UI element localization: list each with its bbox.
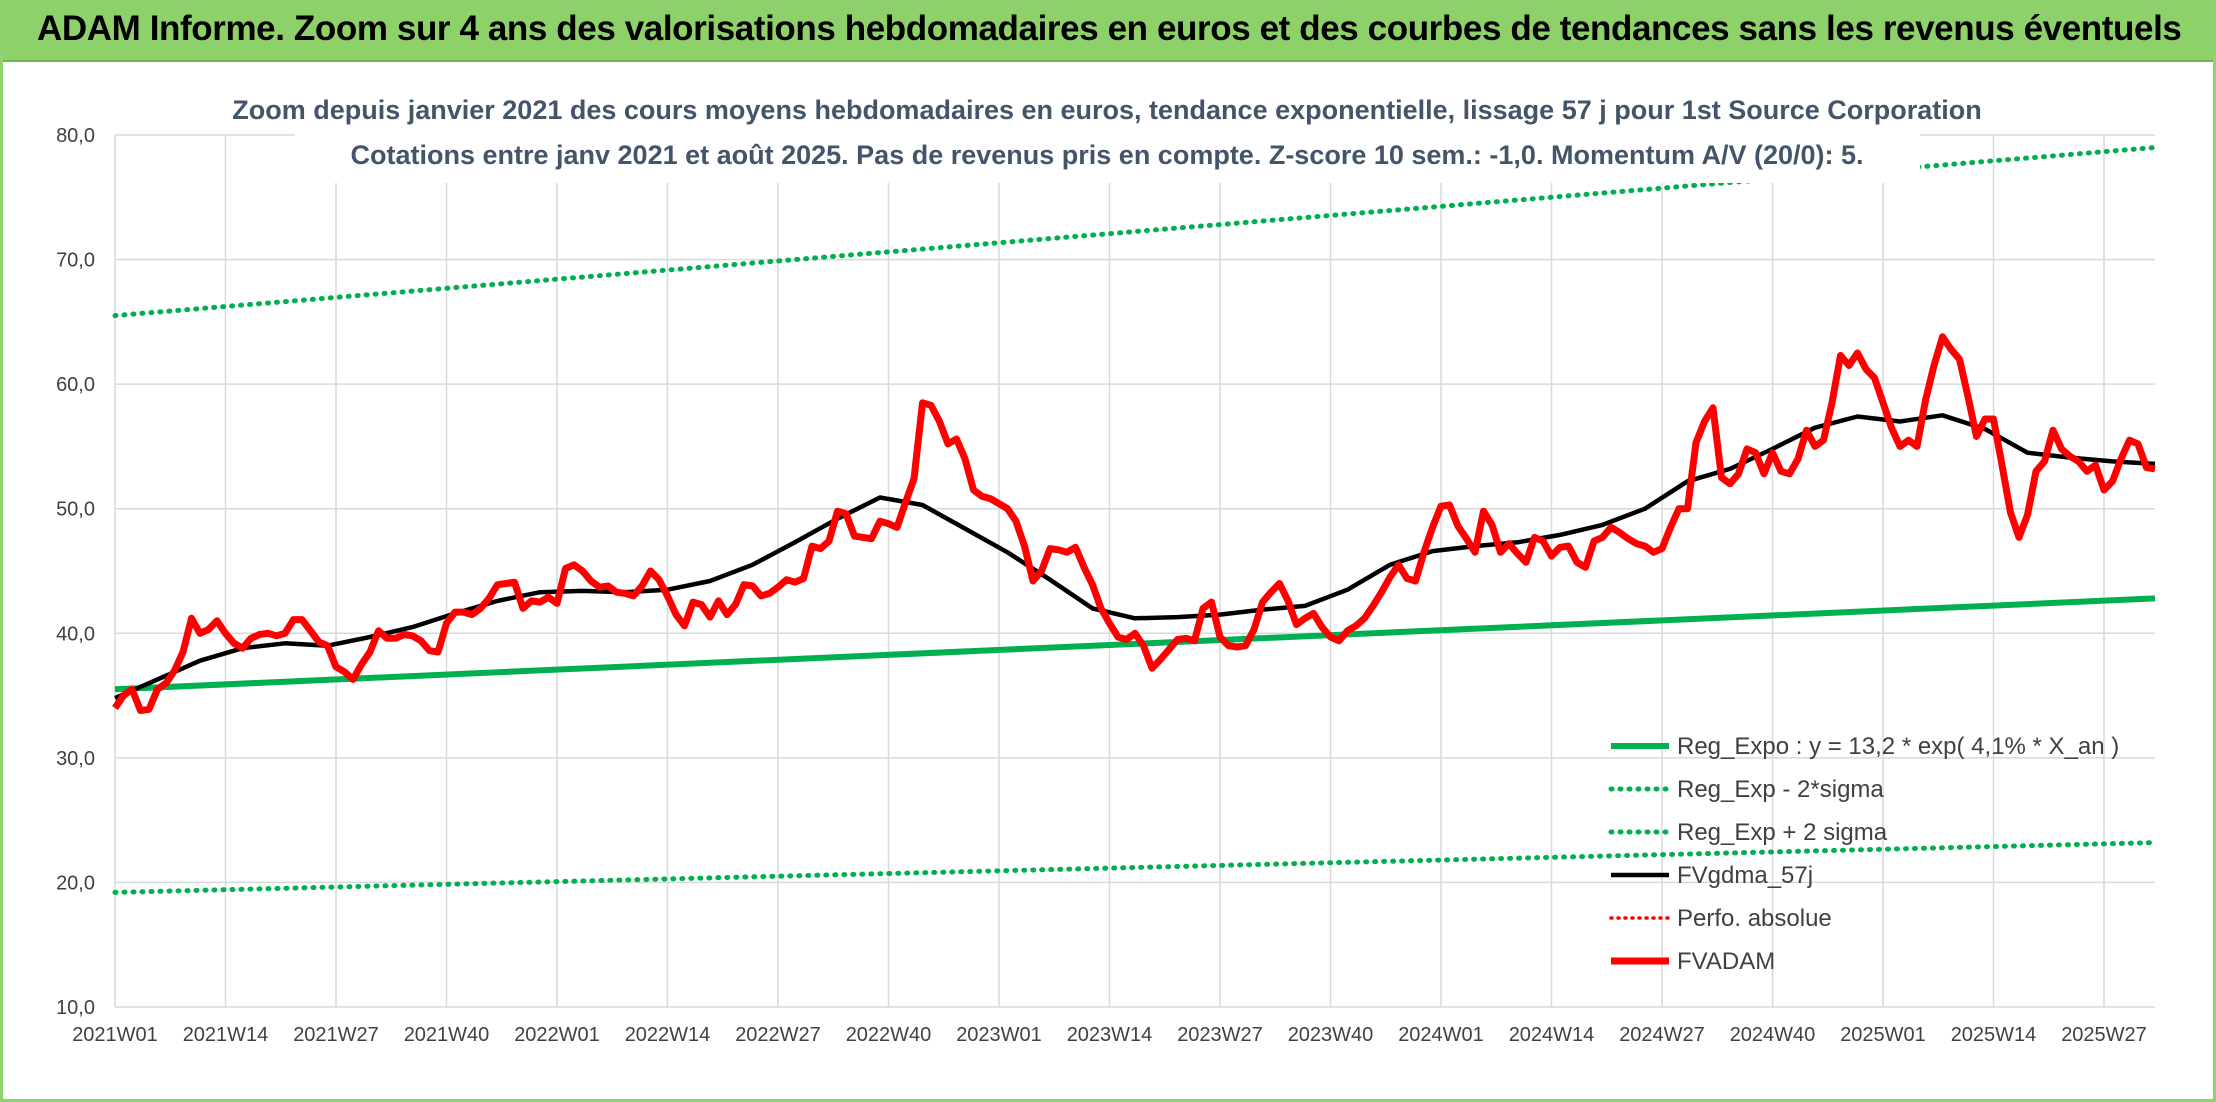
y-tick-label: 40,0 [56,623,95,645]
y-tick-label: 60,0 [56,374,95,396]
legend-label: Reg_Exp - 2*sigma [1677,776,1884,803]
x-tick-label: 2021W01 [72,1024,158,1046]
legend-label: FVgdma_57j [1677,862,1813,889]
legend: Reg_Expo : y = 13,2 * exp( 4,1% * X_an )… [1608,733,2119,975]
y-tick-label: 80,0 [56,125,95,147]
series-lines [112,145,2158,895]
x-tick-label: 2025W14 [1951,1024,2037,1046]
chart-title: Zoom depuis janvier 2021 des cours moyen… [232,95,1982,125]
line-chart: Zoom depuis janvier 2021 des cours moyen… [56,83,2158,1046]
banner-title: ADAM Informe. Zoom sur 4 ans des valoris… [37,9,2182,48]
reg-exp-plus-2sigma-line [112,145,2158,319]
x-tick-label: 2022W40 [846,1024,932,1046]
x-tick-label: 2025W01 [1840,1024,1926,1046]
chart-title-box [295,83,1920,183]
x-tick-label: 2024W40 [1730,1024,1816,1046]
x-tick-label: 2025W27 [2061,1024,2147,1046]
x-tick-label: 2022W14 [625,1024,711,1046]
x-tick-label: 2023W14 [1067,1024,1153,1046]
y-tick-label: 10,0 [56,997,95,1019]
axis-labels: 10,0 20,0 30,0 40,0 50,0 60,0 70,0 80,0 2021W01 2… [56,125,2147,1046]
legend-label: FVADAM [1677,948,1775,975]
gridlines [114,134,2155,1008]
report-banner: ADAM Informe. Zoom sur 4 ans des valoris… [3,3,2213,62]
legend-label: Reg_Exp + 2 sigma [1677,819,1888,846]
fvgdma-57j-line [114,413,2156,701]
x-tick-label: 2021W27 [293,1024,379,1046]
x-tick-label: 2024W27 [1619,1024,1705,1046]
fvadam-line [112,333,2156,714]
x-tick-label: 2024W01 [1398,1024,1484,1046]
chart-subtitle: Cotations entre janv 2021 et août 2025. … [350,140,1863,170]
x-tick-label: 2024W14 [1509,1024,1595,1046]
x-tick-label: 2023W01 [956,1024,1042,1046]
x-tick-label: 2021W14 [183,1024,269,1046]
x-tick-label: 2022W01 [514,1024,600,1046]
reg-exp-minus-2sigma-line [112,840,2158,895]
y-tick-label: 50,0 [56,499,95,521]
x-tick-label: 2022W27 [735,1024,821,1046]
y-tick-label: 20,0 [56,872,95,894]
x-tick-label: 2021W40 [404,1024,490,1046]
y-tick-label: 70,0 [56,250,95,272]
x-tick-label: 2023W40 [1288,1024,1374,1046]
reg-expo-line [114,595,2156,693]
legend-label: Perfo. absolue [1677,905,1832,932]
x-tick-label: 2023W27 [1177,1024,1263,1046]
legend-label: Reg_Expo : y = 13,2 * exp( 4,1% * X_an ) [1677,733,2119,760]
y-tick-label: 30,0 [56,748,95,770]
